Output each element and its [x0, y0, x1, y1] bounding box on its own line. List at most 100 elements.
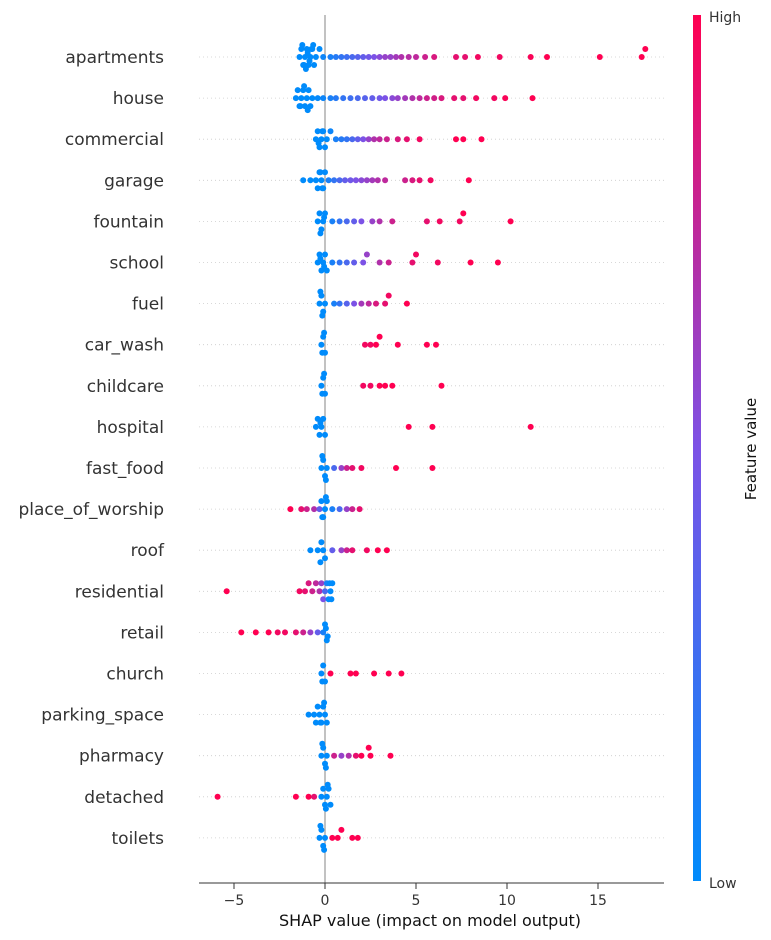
- shap-point-childcare: [438, 382, 445, 389]
- shap-point-residential: [322, 588, 328, 595]
- shap-point-house: [438, 95, 445, 102]
- shap-point-apartments: [296, 54, 303, 60]
- feature-label-residential: residential: [75, 582, 164, 602]
- shap-point-school: [351, 259, 358, 266]
- shap-point-apartments: [405, 54, 412, 60]
- shap-point-pharmacy: [352, 752, 359, 759]
- shap-point-residential: [305, 580, 312, 587]
- shap-point-place_of_worship: [287, 506, 294, 513]
- shap-point-apartments: [462, 54, 469, 60]
- shap-point-church: [318, 670, 325, 677]
- shap-point-apartments: [306, 58, 313, 64]
- feature-label-school: school: [109, 254, 164, 274]
- shap-point-church: [398, 670, 405, 677]
- shap-point-church: [352, 670, 359, 677]
- shap-point-apartments: [301, 62, 308, 68]
- shap-point-residential: [312, 580, 319, 587]
- shap-point-detached: [324, 781, 331, 788]
- shap-point-roof: [320, 547, 327, 554]
- shap-point-car_wash: [376, 333, 383, 340]
- shap-point-hospital: [405, 423, 412, 430]
- shap-point-school: [317, 255, 324, 262]
- shap-point-garage: [318, 177, 325, 184]
- shap-point-commercial: [322, 144, 328, 151]
- shap-point-car_wash: [394, 341, 401, 348]
- shap-point-toilets: [322, 834, 328, 841]
- shap-point-apartments: [316, 46, 323, 52]
- shap-point-retail: [265, 629, 272, 636]
- shap-point-pharmacy: [387, 752, 394, 759]
- shap-point-place_of_worship: [322, 494, 329, 501]
- shap-point-school: [467, 259, 474, 266]
- shap-point-detached: [292, 793, 299, 800]
- shap-point-school: [376, 259, 383, 266]
- shap-point-garage: [322, 169, 328, 176]
- shap-point-toilets: [329, 834, 336, 841]
- shap-point-detached: [311, 793, 318, 800]
- shap-point-place_of_worship: [319, 514, 326, 521]
- shap-point-fountain: [314, 218, 321, 225]
- shap-point-fountain: [351, 218, 358, 225]
- shap-point-fast_food: [319, 453, 326, 459]
- shap-point-house: [297, 103, 304, 110]
- shap-point-house: [491, 95, 498, 102]
- shap-point-church: [385, 670, 392, 677]
- shap-point-fuel: [322, 300, 328, 307]
- shap-point-hospital: [322, 431, 328, 438]
- shap-point-pharmacy: [365, 744, 372, 751]
- shap-point-fuel: [358, 300, 365, 307]
- shap-point-childcare: [318, 382, 325, 389]
- shap-point-apartments: [354, 54, 361, 60]
- shap-point-car_wash: [373, 341, 379, 348]
- shap-point-childcare: [367, 382, 374, 389]
- shap-point-house: [301, 83, 308, 90]
- shap-point-childcare: [321, 370, 328, 377]
- shap-point-school: [321, 263, 328, 270]
- shap-point-garage: [347, 177, 354, 184]
- shap-point-apartments: [382, 54, 389, 60]
- shap-point-garage: [319, 185, 326, 192]
- shap-point-roof: [314, 547, 321, 554]
- shap-point-toilets: [334, 834, 341, 841]
- shap-point-house: [502, 95, 509, 102]
- shap-point-fountain: [460, 210, 467, 217]
- shap-point-apartments: [299, 42, 306, 48]
- shap-point-school: [343, 259, 350, 266]
- shap-point-garage: [317, 169, 324, 176]
- shap-point-fast_food: [429, 465, 436, 471]
- shap-point-fuel: [317, 288, 324, 295]
- shap-point-fountain: [329, 218, 336, 225]
- shap-point-retail: [307, 629, 314, 636]
- shap-point-garage: [416, 177, 423, 184]
- colorbar-title: Feature value: [742, 398, 760, 500]
- shap-point-commercial: [343, 136, 350, 143]
- shap-point-childcare: [382, 382, 389, 389]
- feature-label-roof: roof: [131, 541, 165, 561]
- feature-label-apartments: apartments: [65, 48, 164, 68]
- shap-point-car_wash: [319, 349, 326, 356]
- shap-point-toilets: [338, 826, 345, 833]
- shap-point-school: [494, 259, 501, 266]
- shap-point-garage: [342, 177, 348, 184]
- shap-point-fuel: [319, 312, 326, 319]
- shap-point-garage: [369, 177, 376, 184]
- shap-point-apartments: [638, 54, 645, 60]
- shap-point-house: [327, 95, 334, 102]
- shap-point-house: [460, 95, 467, 102]
- shap-point-commercial: [349, 136, 356, 143]
- shap-point-car_wash: [423, 341, 430, 348]
- shap-point-house: [431, 95, 438, 102]
- shap-point-place_of_worship: [343, 506, 350, 513]
- shap-point-church: [319, 678, 326, 685]
- shap-point-fountain: [436, 218, 443, 225]
- shap-point-fountain: [358, 218, 365, 225]
- shap-point-apartments: [312, 54, 319, 60]
- feature-label-fast_food: fast_food: [86, 459, 164, 479]
- shap-point-retail: [238, 629, 245, 636]
- shap-point-house: [402, 95, 409, 102]
- shap-point-house: [451, 95, 458, 102]
- shap-point-toilets: [354, 834, 361, 841]
- shap-point-church: [347, 670, 354, 677]
- shap-point-place_of_worship: [316, 506, 323, 513]
